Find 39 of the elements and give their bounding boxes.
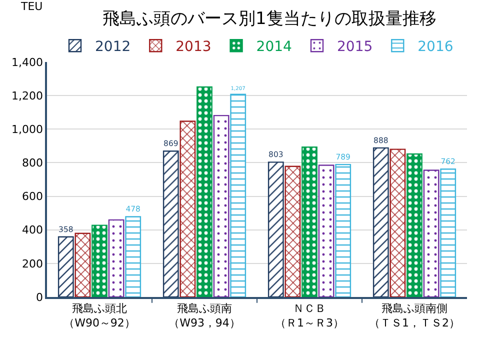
bar (423, 170, 440, 297)
y-tick-label: 0 (36, 290, 44, 304)
y-tick-label: 800 (22, 156, 44, 170)
bar (108, 219, 124, 297)
y-tick-label: 1,000 (12, 122, 44, 136)
y-tick-label: 600 (22, 190, 44, 204)
text: 2016 (418, 39, 454, 56)
bar (390, 148, 406, 297)
x-tick-label: 飛島ふ頭北（W90～92） (64, 302, 136, 330)
bar (284, 166, 301, 297)
text: 2013 (176, 39, 212, 56)
bar (372, 147, 389, 297)
y-tick-label: 1,400 (12, 56, 44, 69)
text: 2014 (256, 39, 292, 56)
y-axis-title: TEU (20, 0, 43, 13)
bar (92, 224, 108, 297)
bar (196, 86, 212, 297)
bar (74, 232, 91, 297)
x-tick-label: 飛島ふ頭南（W93，94） (168, 302, 240, 330)
bar (230, 94, 246, 297)
y-tick-label: 400 (22, 224, 44, 237)
x-tick-label: ＮＣＢ（Ｒ1～Ｒ3） (275, 302, 344, 330)
y-tick-label: 200 (22, 257, 44, 270)
bar (335, 164, 352, 297)
bar (268, 162, 284, 297)
bar (58, 236, 74, 297)
bar (440, 168, 456, 297)
bar (162, 150, 179, 297)
chart-title: 飛島ふ頭のバース別1隻当たりの取扱量推移 (102, 9, 436, 30)
y-tick-label: 1,200 (12, 89, 44, 102)
bar (302, 146, 318, 297)
bar (125, 216, 142, 297)
bar (213, 114, 230, 297)
bar (180, 120, 196, 297)
bar (318, 164, 334, 297)
text: 2012 (95, 39, 131, 56)
x-tick-label: 飛島ふ頭南側（ＴＳ1，ＴＳ2） (369, 302, 460, 330)
text: 2015 (337, 39, 373, 56)
bar (406, 153, 422, 297)
